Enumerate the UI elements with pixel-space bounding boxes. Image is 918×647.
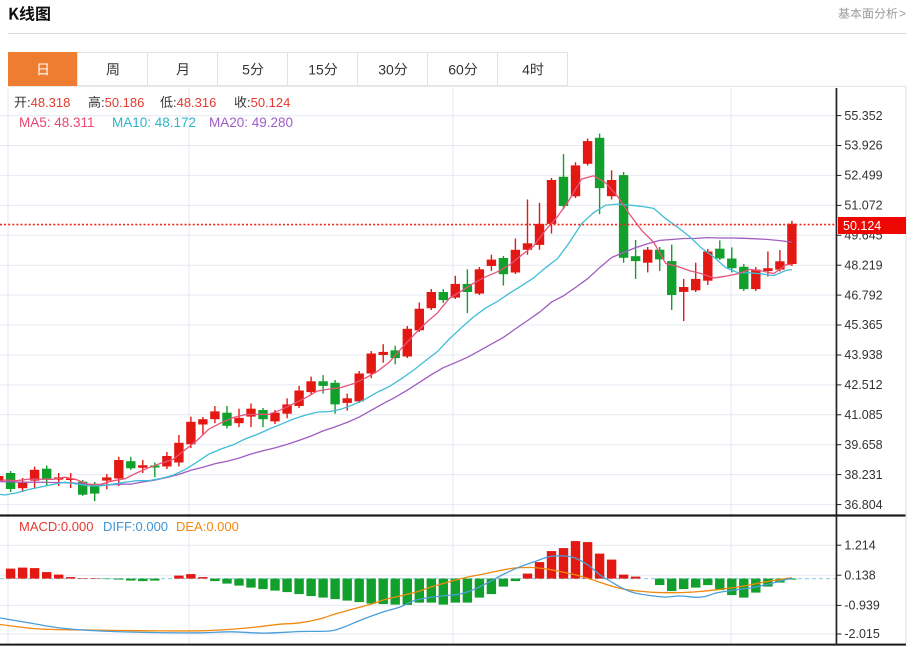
svg-text:50.124: 50.124 bbox=[843, 219, 881, 233]
svg-text:0.138: 0.138 bbox=[844, 568, 875, 582]
svg-text:46.792: 46.792 bbox=[844, 288, 882, 302]
svg-text:48.219: 48.219 bbox=[844, 258, 882, 272]
svg-text:39.658: 39.658 bbox=[844, 438, 882, 452]
svg-text:36.804: 36.804 bbox=[844, 498, 882, 512]
svg-text:-2.015: -2.015 bbox=[844, 627, 879, 641]
svg-text:1.214: 1.214 bbox=[844, 538, 875, 552]
svg-text:45.365: 45.365 bbox=[844, 318, 882, 332]
svg-text:38.231: 38.231 bbox=[844, 468, 882, 482]
svg-text:51.072: 51.072 bbox=[844, 199, 882, 213]
svg-text:55.352: 55.352 bbox=[844, 109, 882, 123]
svg-text:52.499: 52.499 bbox=[844, 169, 882, 183]
svg-text:42.512: 42.512 bbox=[844, 378, 882, 392]
svg-text:53.926: 53.926 bbox=[844, 139, 882, 153]
svg-text:-0.939: -0.939 bbox=[844, 599, 879, 613]
svg-text:43.938: 43.938 bbox=[844, 348, 882, 362]
svg-text:41.085: 41.085 bbox=[844, 408, 882, 422]
